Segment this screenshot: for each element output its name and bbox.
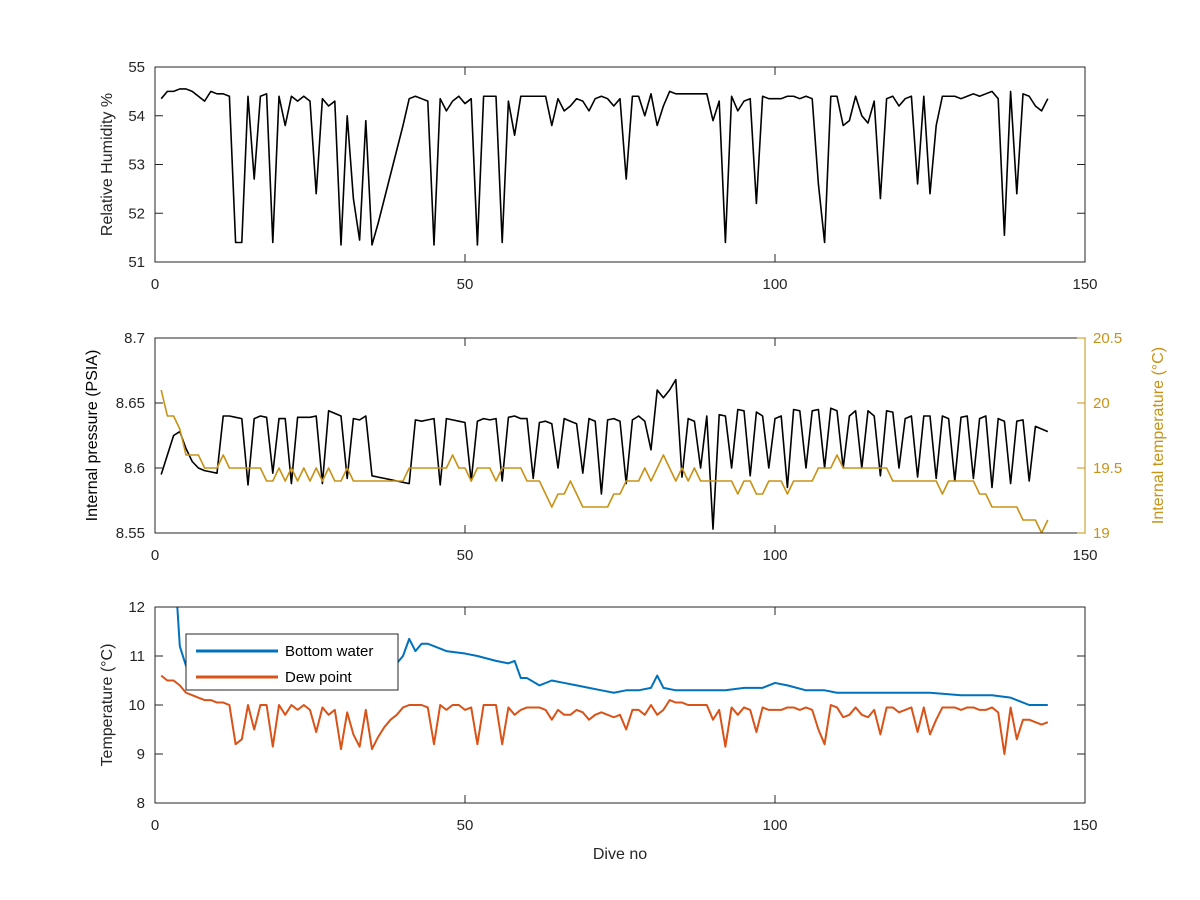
y-tick-label: 53 [128,157,145,174]
internal-temperature-y-axis-label: Internal temperature (°C) [1150,347,1167,524]
x-tick-label: 150 [1072,817,1097,834]
y-tick-label: 52 [128,205,145,222]
x-tick-label: 0 [151,547,159,564]
x-tick-label: 100 [762,276,787,293]
pressure-panel: 0 50 100 150 8.55 8.6 8.65 8.7 19 19.5 20 20.5 Inte… [84,330,1167,564]
series-line-1-1 [160,389,1049,533]
humidity-panel: 0 50 100 150 51 52 53 54 55 Relative Humidity % [99,59,1098,293]
x-tick-label: 100 [762,547,787,564]
legend: Bottom water Dew point [185,633,399,691]
y-tick-label-right: 20 [1093,395,1110,412]
temperature-panel: 0 50 100 150 8 9 10 11 12 Temperature (°C) Dive … [99,599,1098,863]
pressure-plot-area [160,378,1049,533]
y-tick-label: 8 [137,795,145,812]
x-axis-label: Dive no [593,846,647,863]
y-tick-label: 55 [128,59,145,76]
y-tick-label: 54 [128,108,145,125]
series-line-2-1 [160,674,1049,755]
temperature-ticks: 0 50 100 150 8 9 10 11 12 [128,599,1097,834]
humidity-ticks: 0 50 100 150 51 52 53 54 55 [128,59,1097,293]
x-tick-label: 50 [457,276,474,293]
legend-label-dew-point: Dew point [285,669,353,686]
humidity-y-axis-label: Relative Humidity % [99,93,116,236]
y-tick-label: 11 [129,648,145,665]
y-tick-label-right: 19 [1093,525,1110,542]
x-tick-label: 0 [151,817,159,834]
y-tick-label-right: 20.5 [1093,330,1122,347]
y-tick-label: 9 [137,746,145,763]
x-tick-label: 50 [457,547,474,564]
y-tick-label: 8.7 [124,330,145,347]
series-line-1-0 [160,378,1049,530]
x-tick-label: 100 [762,817,787,834]
x-tick-label: 150 [1072,276,1097,293]
y-tick-label: 12 [128,599,145,616]
y-tick-label: 8.6 [124,460,145,477]
temperature-y-axis-label: Temperature (°C) [99,644,116,767]
y-tick-label: 8.55 [116,525,145,542]
y-tick-label-right: 19.5 [1093,460,1122,477]
x-tick-label: 50 [457,817,474,834]
legend-box [185,633,399,691]
humidity-plot-area [160,88,1049,246]
pressure-y-axis-label: Internal pressure (PSIA) [84,350,101,522]
y-tick-label: 51 [128,254,145,271]
x-tick-label: 150 [1072,547,1097,564]
pressure-ticks: 0 50 100 150 8.55 8.6 8.65 8.7 19 19.5 20 20.5 [116,330,1122,564]
legend-label-bottom-water: Bottom water [285,643,373,660]
y-tick-label: 8.65 [116,395,145,412]
series-line-0-0 [160,88,1049,246]
x-tick-label: 0 [151,276,159,293]
y-tick-label: 10 [128,697,145,714]
